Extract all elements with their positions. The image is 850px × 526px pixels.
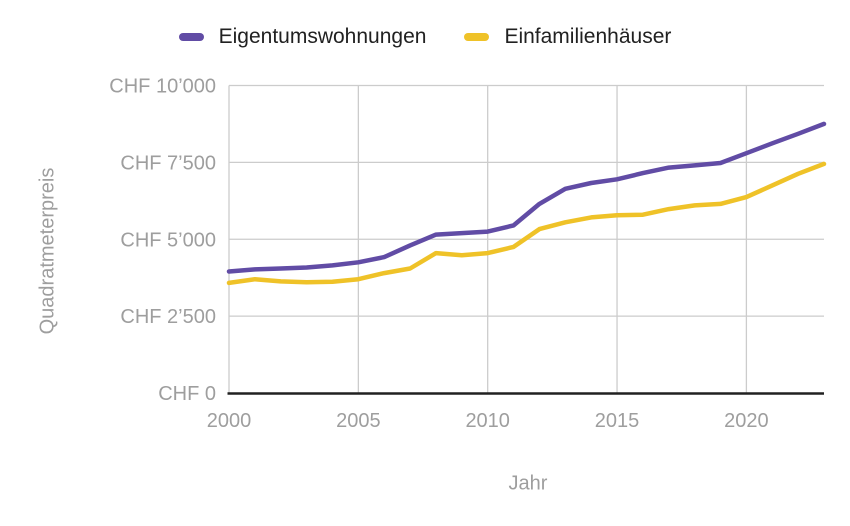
y-axis-tick-labels: CHF 10’000 CHF 7’500 CHF 5’000 CHF 2’500 CHF… <box>109 76 216 406</box>
legend-label-eigentumswohnungen: Eigentumswohnungen <box>218 25 427 48</box>
x-axis-tick-labels: 2000 2005 2010 2015 2020 <box>207 410 769 432</box>
y-tick-label-7500: CHF 7’500 <box>120 152 216 174</box>
x-tick-label-2005: 2005 <box>336 410 381 432</box>
legend-item-einfamilienhaeuser: Einfamilienhäuser <box>464 26 671 47</box>
y-tick-label-2500: CHF 2’500 <box>120 306 216 328</box>
x-tick-label-2000: 2000 <box>207 410 252 432</box>
legend-item-eigentumswohnungen: Eigentumswohnungen <box>178 25 427 48</box>
x-tick-label-2010: 2010 <box>465 410 510 432</box>
legend-swatch-einfamilienhaeuser <box>464 32 490 41</box>
x-tick-label-2020: 2020 <box>724 410 769 432</box>
y-tick-label-5000: CHF 5’000 <box>120 229 216 251</box>
line-series-Eigentumswohnungen <box>226 121 827 274</box>
series-lines <box>226 121 827 286</box>
legend-swatch-eigentumswohnungen <box>178 32 204 41</box>
legend-label-einfamilienhaeuser: Einfamilienhäuser <box>504 25 672 48</box>
legend: Eigentumswohnungen Einfamilienhäuser <box>0 26 850 47</box>
line-series-Einfamilienhäuser <box>226 161 827 286</box>
y-tick-label-0: CHF 0 <box>158 383 216 405</box>
y-tick-label-10000: CHF 10’000 <box>109 76 216 98</box>
x-axis-title: Jahr <box>508 472 548 495</box>
x-tick-label-2015: 2015 <box>595 410 640 432</box>
